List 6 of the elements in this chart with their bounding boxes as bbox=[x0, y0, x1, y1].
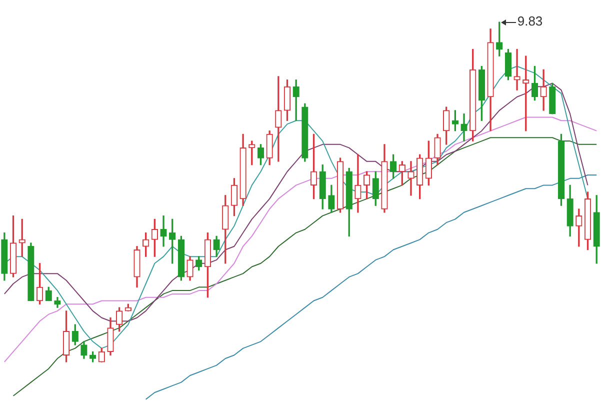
candlestick bbox=[540, 69, 547, 111]
candlestick bbox=[514, 48, 520, 90]
candlestick bbox=[160, 215, 167, 247]
candlestick bbox=[408, 161, 414, 196]
annotation: 9.83 bbox=[517, 14, 543, 29]
candlestick bbox=[354, 154, 362, 213]
